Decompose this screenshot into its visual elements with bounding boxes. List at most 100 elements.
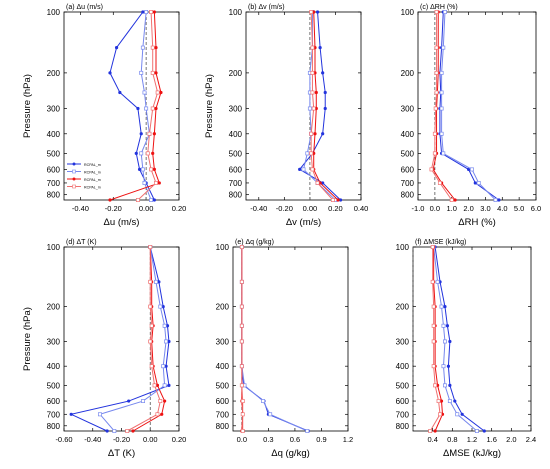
series-1-line (109, 11, 155, 201)
series-2-point (455, 412, 460, 417)
series-3-point (160, 412, 164, 416)
series-2-point (493, 198, 498, 202)
x-tick-label: 0.9 (316, 435, 326, 444)
series-2-point (476, 180, 481, 185)
series-2-point (144, 106, 149, 111)
y-tick-label: 700 (47, 410, 61, 419)
series-1-point (161, 304, 165, 309)
panel-2: (b) Δv (m/s) 100 200 300 400 500 600 700 800 -0.4… (204, 4, 368, 228)
y-tick-label: 500 (47, 149, 61, 158)
series-4-point (436, 399, 441, 404)
x-tick-label: 0.0 (237, 435, 247, 444)
series-2-point (443, 10, 447, 14)
series-1-point (69, 412, 73, 416)
series-4-point (149, 10, 154, 14)
series-1-point (318, 46, 322, 50)
series-4-point (240, 399, 245, 404)
series-3-point (433, 429, 437, 433)
y-tick-label: 800 (229, 191, 243, 200)
series-2-point (161, 364, 166, 369)
series-4-point (449, 198, 454, 202)
series-4-point (150, 70, 155, 75)
x-tick-label: 0.0 (430, 204, 440, 213)
series-2-point (149, 198, 154, 202)
x-tick-label: 0.8 (447, 435, 457, 444)
y-tick-label: 100 (401, 8, 415, 17)
series-1-point (105, 429, 109, 433)
x-tick-label: -0.20 (276, 204, 293, 213)
series-2-point (162, 323, 167, 328)
plot-frame (232, 246, 349, 432)
y-tick-label: 300 (396, 337, 410, 346)
panel-5: (e) Δq (g/kg) 100 200 300 400 500 600 700 800 0.0… (216, 239, 354, 459)
series-4-point (125, 429, 130, 433)
series-2-point (443, 339, 447, 344)
plot-frame (412, 246, 532, 432)
series-1-point (114, 46, 119, 50)
series-4-line (241, 247, 244, 431)
series-4-point (434, 45, 439, 50)
series-2-point (144, 10, 149, 14)
x-tick-label: 1.2 (467, 435, 477, 444)
series-2-point (142, 180, 147, 185)
x-axis-label: Δu (m/s) (104, 217, 140, 228)
series-4-point (434, 10, 439, 14)
series-4-point (155, 90, 160, 95)
y-tick-label: 200 (47, 69, 61, 78)
series-1-point (118, 90, 122, 95)
series-4-point (155, 412, 160, 417)
series-4-point (150, 106, 155, 111)
series-3-line (132, 246, 166, 432)
series-3-point (154, 71, 158, 75)
y-tick-label: 400 (216, 362, 230, 371)
y-tick-label: 300 (216, 337, 230, 346)
series-3-point (108, 198, 112, 202)
y-tick-label: 800 (47, 191, 61, 200)
y-tick-label: 400 (47, 362, 61, 371)
series-1-point (165, 324, 170, 328)
series-4-point (135, 198, 140, 202)
x-tick-label: 0.3 (263, 435, 273, 444)
series-4-point (239, 323, 244, 328)
legend-marker (72, 177, 76, 181)
series-4-point (239, 279, 244, 284)
y-tick-label: 500 (229, 149, 243, 158)
series-4-point (431, 304, 436, 309)
series-2-line (99, 246, 167, 432)
series-4-point (309, 10, 314, 14)
legend-label: RCPAL_m (84, 178, 101, 182)
series-4-point (437, 180, 442, 185)
series-1-point (315, 10, 320, 14)
series-4-point (430, 279, 435, 284)
x-tick-label: 2.0 (506, 435, 516, 444)
y-tick-label: 200 (229, 69, 243, 78)
series-3-line (433, 247, 444, 432)
series-3-point (131, 429, 135, 433)
series-4-point (433, 383, 438, 388)
series-4-point (429, 167, 434, 172)
series-2-point (439, 70, 444, 75)
panel-title: (f) ΔMSE (kJ/kg) (415, 239, 466, 246)
series-4-point (310, 167, 315, 172)
series-1-point (453, 399, 457, 403)
panel-title: (c) ΔRH (%) (420, 4, 458, 11)
series-2-point (439, 131, 444, 136)
y-tick-label: 800 (47, 422, 61, 431)
series-2-point (439, 304, 444, 309)
series-2-point (439, 106, 444, 111)
series-4-point (239, 364, 244, 369)
legend-marker (72, 162, 76, 166)
series-3-line (109, 11, 162, 201)
x-tick-label: 0.20 (172, 204, 187, 213)
x-tick-label: 4.0 (497, 204, 507, 213)
x-tick-label: 0.6 (290, 435, 300, 444)
series-3-point (152, 167, 156, 172)
y-tick-label: 500 (216, 381, 230, 390)
series-1-point (448, 383, 452, 387)
x-tick-label: -0.20 (105, 204, 122, 213)
series-1-point (167, 339, 171, 344)
series-4-point (239, 245, 244, 249)
y-tick-label: 700 (47, 179, 61, 188)
plot-frame (63, 246, 180, 432)
series-3-point (154, 46, 158, 50)
